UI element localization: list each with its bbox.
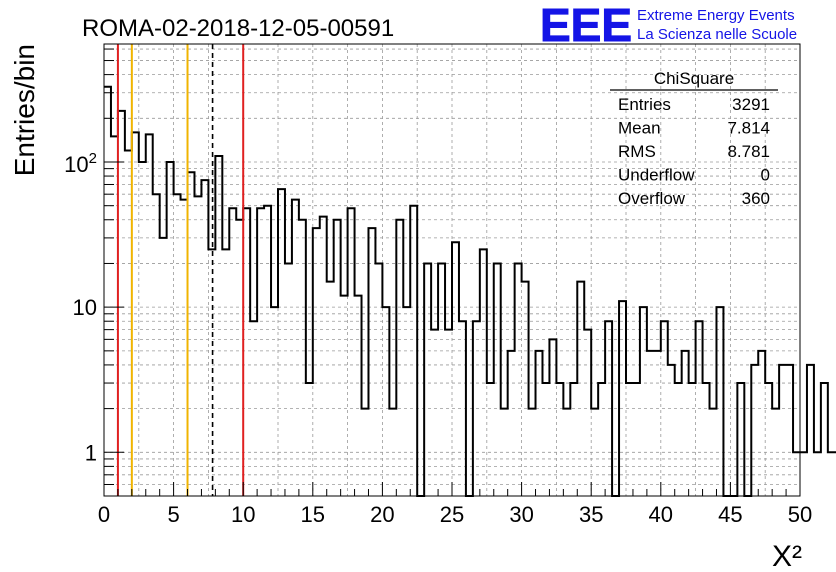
logo-mark: EEE — [540, 0, 632, 51]
y-tick-label: 102 — [64, 150, 97, 177]
run-title: ROMA-02-2018-12-05-00591 — [82, 15, 394, 42]
stats-label: Mean — [618, 119, 661, 138]
stats-value: 7.814 — [727, 119, 770, 138]
x-tick-label: 5 — [167, 502, 179, 527]
histogram-outline — [104, 85, 836, 497]
stats-value: 8.781 — [727, 142, 770, 161]
stats-value: 360 — [742, 189, 770, 208]
x-tick-label: 30 — [509, 502, 533, 527]
axis-ticks: 0 5 10 15 20 25 30 35 40 45 50 1 10 102 — [64, 48, 812, 527]
x-tick-label: 40 — [649, 502, 673, 527]
histogram-series — [104, 85, 836, 497]
x-tick-label: 25 — [440, 502, 464, 527]
x-axis-title: X² — [772, 540, 802, 572]
stats-label: Underflow — [618, 166, 695, 185]
stats-title: ChiSquare — [654, 69, 734, 88]
marker-lines — [116, 44, 245, 496]
y-axis-title: Entries/bin — [9, 44, 40, 176]
stats-value: 0 — [761, 166, 770, 185]
x-tick-label: 10 — [231, 502, 255, 527]
eee-logo: EEE Extreme Energy Events La Scienza nel… — [540, 0, 798, 52]
logo-line-2: La Scienza nelle Scuole — [637, 26, 797, 43]
stats-box: ChiSquare Entries 3291 Mean 7.814 RMS 8.781 Un… — [610, 69, 778, 208]
x-tick-label: 0 — [98, 502, 110, 527]
x-tick-label: 15 — [301, 502, 325, 527]
x-tick-label: 20 — [370, 502, 394, 527]
x-tick-label: 35 — [579, 502, 603, 527]
stats-label: Overflow — [618, 189, 686, 208]
stats-value: 3291 — [732, 95, 770, 114]
y-tick-label: 1 — [85, 440, 97, 465]
y-tick-label: 10 — [73, 295, 97, 320]
stats-label: Entries — [618, 95, 671, 114]
x-tick-label: 45 — [718, 502, 742, 527]
x-tick-label: 50 — [788, 502, 812, 527]
logo-line-1: Extreme Energy Events — [637, 7, 795, 24]
grid-lines — [104, 44, 800, 496]
stats-label: RMS — [618, 142, 656, 161]
